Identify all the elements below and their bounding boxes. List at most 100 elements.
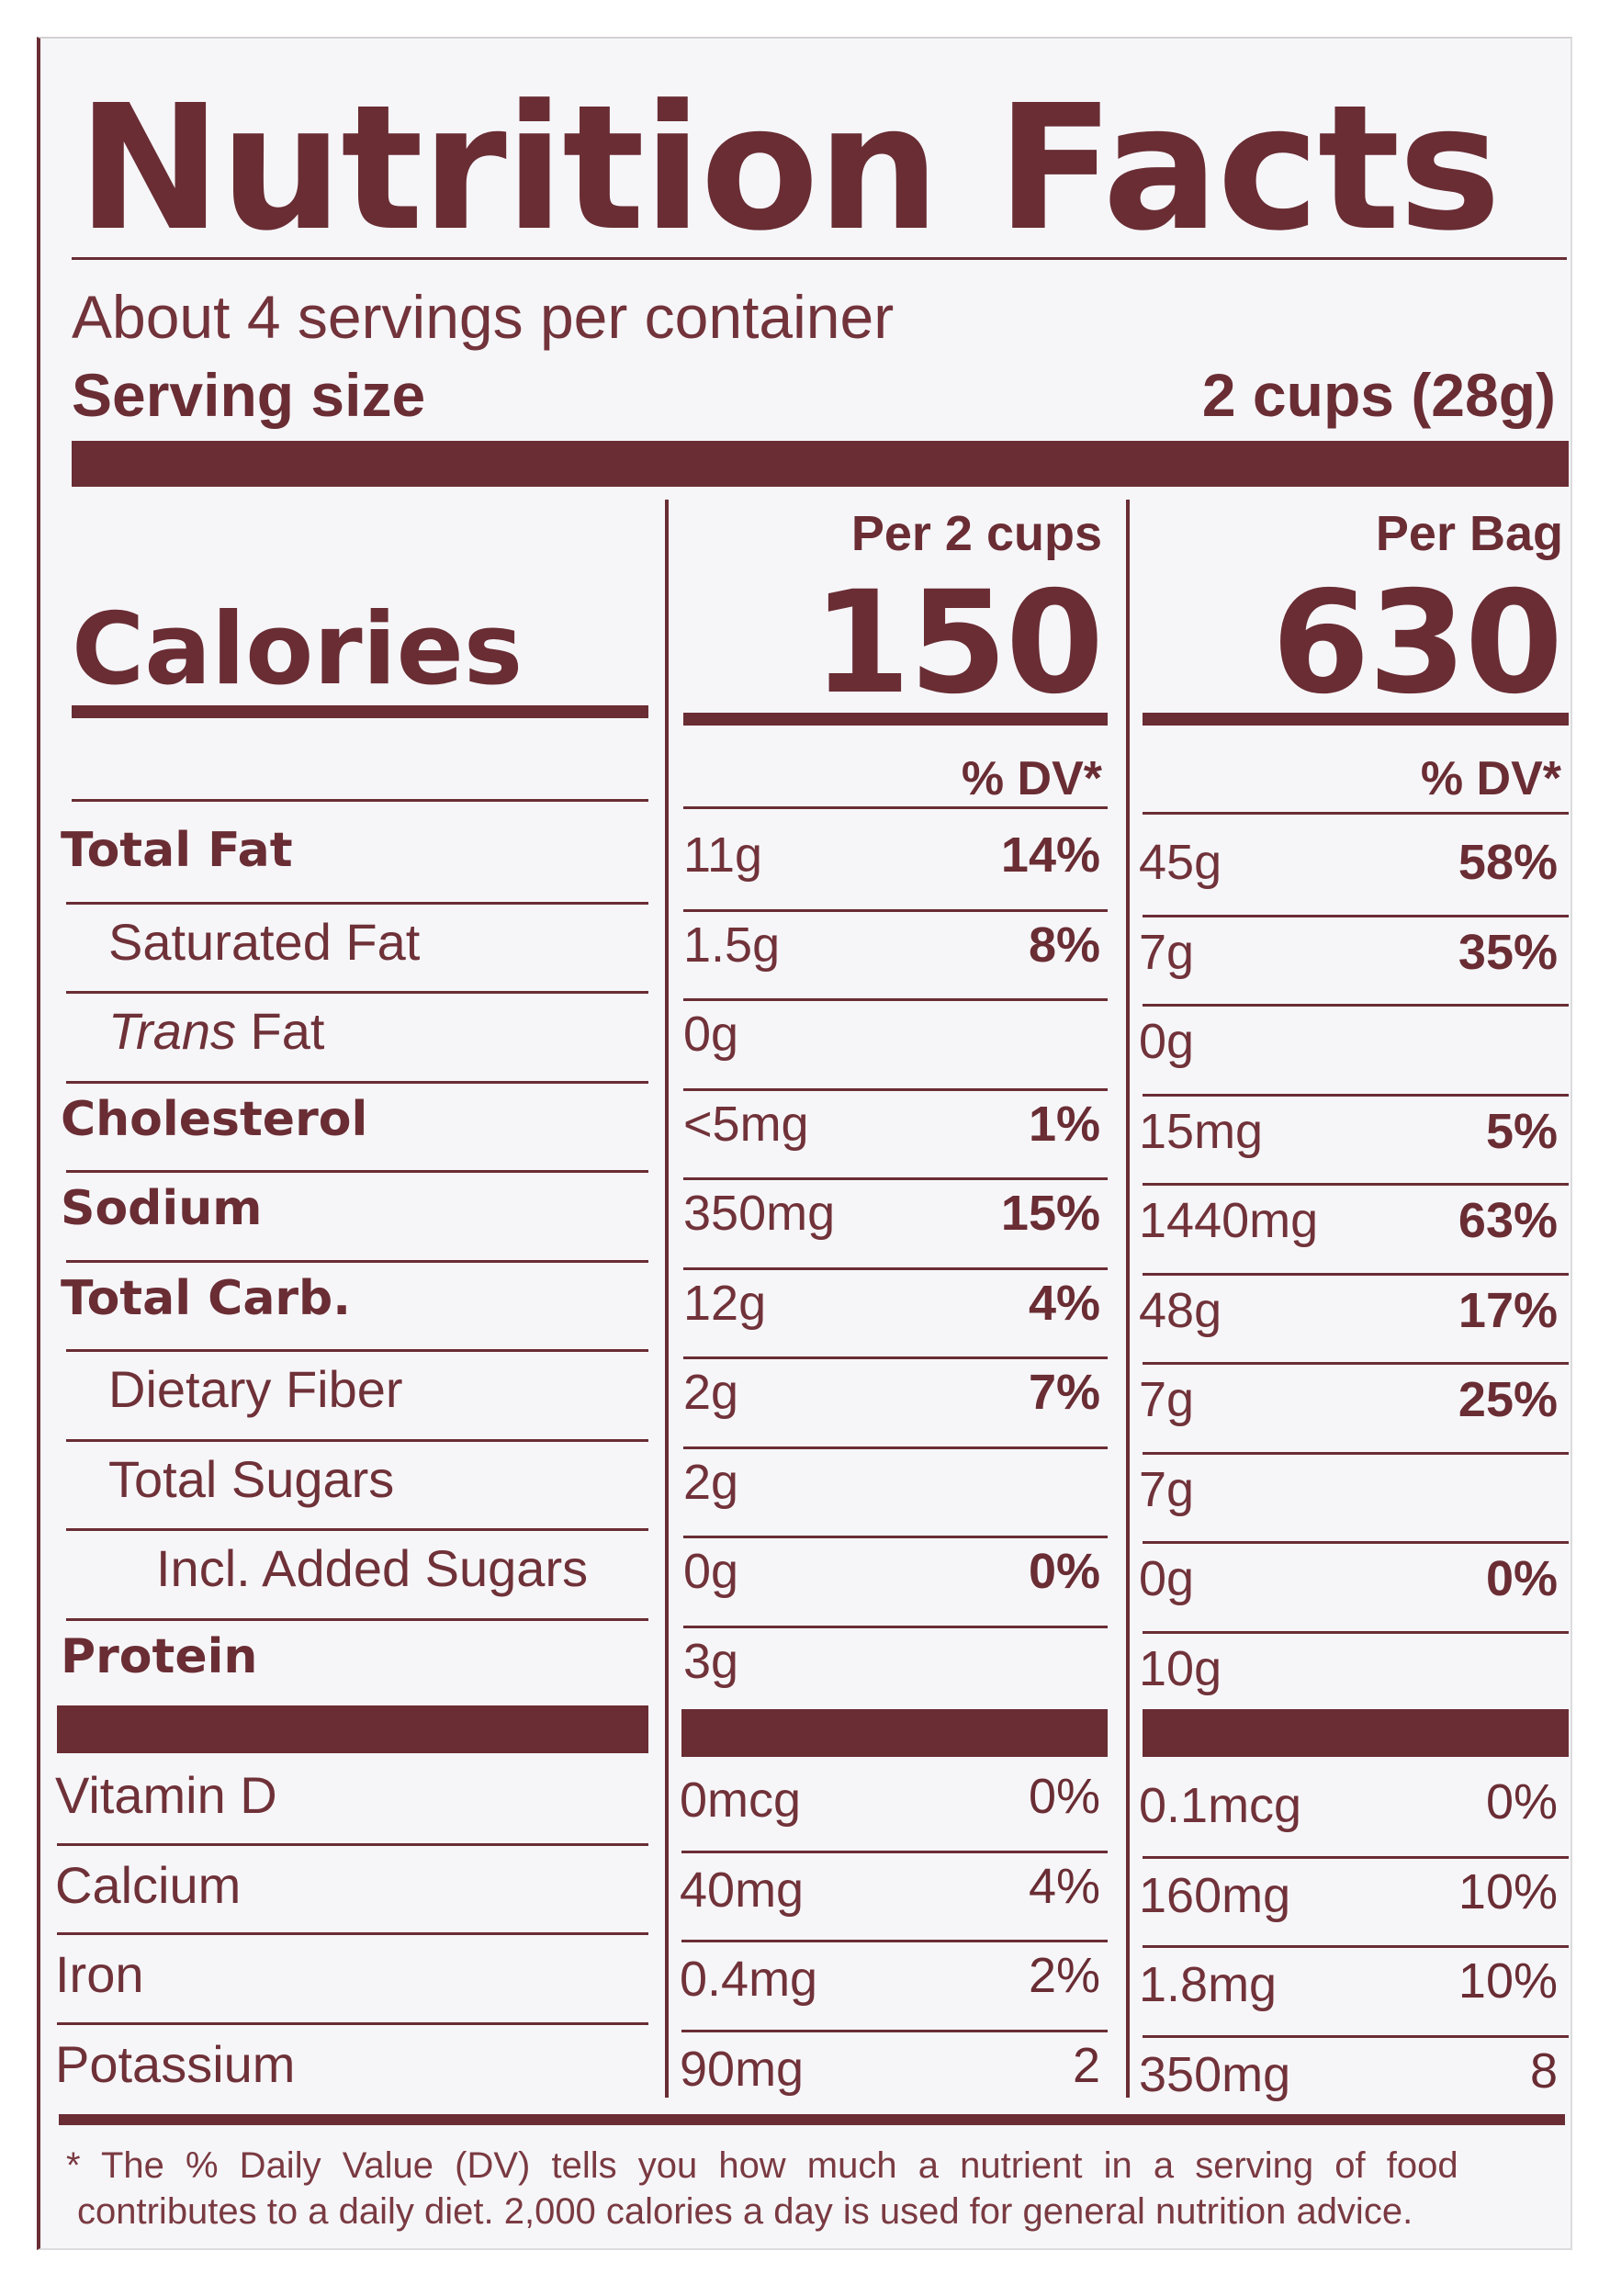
- vitamin-name: Iron: [55, 1945, 144, 2003]
- dv-header-rule-label: [72, 799, 648, 802]
- nutrient-name-rest: Fat: [236, 1002, 325, 1060]
- column-1-amount: 90mg: [680, 2041, 805, 2097]
- row-rule-col1: [683, 1536, 1108, 1538]
- column-2-amount: 160mg: [1139, 1867, 1291, 1923]
- vitamin-rule-col2: [1143, 1855, 1569, 1859]
- column-2-amount: 7g: [1139, 1461, 1195, 1517]
- column-2-dv: 10%: [1458, 1863, 1558, 1919]
- column-1-dv: 8%: [1028, 917, 1100, 973]
- column-1-dv-heading: % DV*: [961, 752, 1102, 805]
- vitamin-name: Potassium: [55, 2034, 296, 2093]
- column-1-amount: 2g: [683, 1365, 739, 1420]
- row-rule-col2: [1143, 1183, 1569, 1186]
- vitamin-rule-col1: [681, 2029, 1108, 2032]
- row-rule-col1: [683, 1266, 1108, 1270]
- column-1-dv: 15%: [1000, 1186, 1100, 1241]
- nutrient-name: Trans Fat: [108, 1006, 324, 1057]
- column-2-dv: 5%: [1485, 1103, 1558, 1159]
- vitamin-rule-label: [57, 1842, 648, 1846]
- serving-size-label: Serving size: [72, 361, 426, 429]
- row-rule-col1: [683, 1177, 1108, 1180]
- thick-rule-vitamins-label: [57, 1705, 648, 1753]
- row-rule-col1: [683, 998, 1108, 1001]
- servings-per-container: About 4 servings per container: [72, 283, 895, 351]
- column-1-dv: 2%: [1028, 1948, 1100, 2003]
- column-2-dv: 10%: [1458, 1953, 1558, 2009]
- column-1-amount: 40mg: [680, 1862, 805, 1918]
- column-1-calories: 150: [812, 561, 1104, 726]
- row-rule-col2: [1143, 1004, 1569, 1007]
- column-1-amount: 1.5g: [683, 917, 781, 973]
- thick-rule-vitamins-col1: [681, 1709, 1108, 1757]
- column-2-calories: 630: [1271, 561, 1563, 726]
- thick-rule-vitamins-col2: [1143, 1709, 1569, 1757]
- column-2-dv-heading: % DV*: [1420, 752, 1561, 805]
- row-rule-col2: [1143, 1630, 1569, 1634]
- row-rule-label: [66, 1080, 648, 1084]
- column-1-amount: 0.4mg: [680, 1952, 818, 2007]
- column-1-dv: 2: [1072, 2037, 1100, 2093]
- column-1-dv: 0%: [1028, 1544, 1100, 1599]
- row-rule-col1: [683, 1356, 1108, 1359]
- row-rule-col1: [683, 908, 1108, 912]
- column-1-amount: 0g: [683, 1007, 739, 1062]
- column-2-dv: 25%: [1458, 1372, 1558, 1427]
- column-2-amount: 15mg: [1139, 1103, 1264, 1159]
- column-divider-1: [665, 500, 669, 2098]
- row-rule-col2: [1143, 1093, 1569, 1097]
- row-rule-label: [66, 1349, 648, 1352]
- column-1-amount: 0g: [683, 1544, 739, 1599]
- row-rule-label: [66, 1259, 648, 1263]
- vitamin-name: Calcium: [55, 1855, 242, 1914]
- column-1-dv: 7%: [1028, 1365, 1100, 1420]
- column-1-amount: 3g: [683, 1633, 739, 1689]
- row-rule-label: [66, 991, 648, 994]
- row-rule-col2: [1143, 914, 1569, 917]
- title-rule: [72, 257, 1567, 260]
- column-1-amount: 11g: [683, 827, 763, 883]
- column-2-amount: 10g: [1139, 1640, 1222, 1696]
- column-2-heading: Per Bag: [1375, 506, 1563, 561]
- row-rule-col2: [1143, 1451, 1569, 1455]
- calories-rule-label: [72, 705, 648, 718]
- column-1-dv: 4%: [1028, 1275, 1100, 1331]
- panel-title: Nutrition Facts: [77, 68, 1501, 269]
- column-1-dv: 0%: [1028, 1769, 1100, 1824]
- nutrient-name: Cholesterol: [61, 1091, 368, 1147]
- column-2-amount: 350mg: [1139, 2046, 1291, 2102]
- nutrient-name: Total Carb.: [61, 1270, 352, 1326]
- thick-rule-top: [72, 441, 1569, 487]
- column-2-dv: 63%: [1458, 1193, 1558, 1248]
- nutrient-name: Saturated Fat: [108, 912, 421, 971]
- column-2-dv: 35%: [1458, 924, 1558, 980]
- column-1-dv: 1%: [1028, 1096, 1100, 1152]
- row-rule-label: [66, 1438, 648, 1442]
- nutrient-name: Total Fat: [61, 823, 293, 878]
- calories-rule-col1: [683, 713, 1108, 726]
- footnote-line-1: * The % Daily Value (DV) tells you how m…: [66, 2145, 1458, 2186]
- column-2-dv: 58%: [1458, 835, 1558, 890]
- column-divider-2: [1126, 500, 1130, 2098]
- column-2-amount: 1.8mg: [1139, 1957, 1278, 2012]
- nutrient-name: Total Sugars: [108, 1449, 395, 1508]
- column-1-amount: 0mcg: [680, 1773, 802, 1828]
- column-2-dv: 0%: [1485, 1551, 1558, 1606]
- dv-header-rule-col2: [1143, 812, 1569, 815]
- nutrition-facts-panel: Nutrition Facts About 4 servings per con…: [37, 37, 1572, 2250]
- row-rule-label: [66, 901, 648, 905]
- nutrient-name: Sodium: [61, 1181, 263, 1236]
- vitamin-rule-col2: [1143, 2034, 1569, 2038]
- column-1-amount: 2g: [683, 1454, 739, 1510]
- calories-rule-col2: [1143, 713, 1569, 726]
- column-2-amount: 0g: [1139, 1014, 1195, 1069]
- vitamin-name: Vitamin D: [55, 1766, 277, 1824]
- column-2-dv: 17%: [1458, 1282, 1558, 1338]
- row-rule-label: [66, 1528, 648, 1531]
- column-2-amount: 45g: [1139, 835, 1222, 890]
- column-1-amount: <5mg: [683, 1096, 809, 1152]
- row-rule-col2: [1143, 1541, 1569, 1544]
- nutrient-name-italic: Trans: [108, 1002, 236, 1060]
- column-2-amount: 48g: [1139, 1282, 1222, 1338]
- vitamin-rule-col1: [681, 1850, 1108, 1853]
- column-2-dv: 0%: [1485, 1774, 1558, 1829]
